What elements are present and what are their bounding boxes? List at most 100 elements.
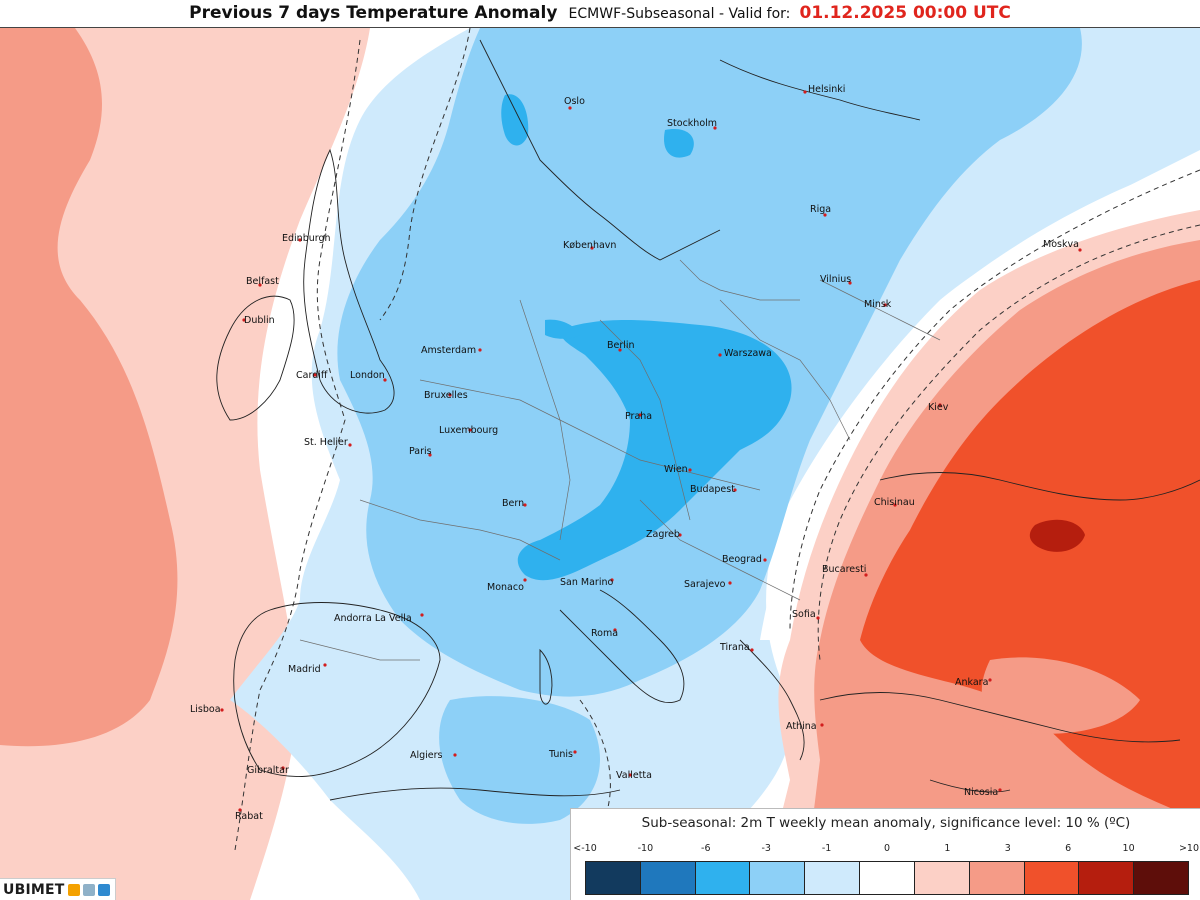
denmark-cold-spot	[545, 319, 580, 339]
svg-text:Cardiff: Cardiff	[296, 370, 328, 381]
city-madrid: Madrid	[288, 663, 327, 675]
city-luxembourg: Luxembourg	[439, 425, 498, 436]
city-budapest: Budapest	[690, 484, 737, 495]
legend-tick-label: <-10	[573, 843, 597, 854]
legend-tick-label: 6	[1065, 843, 1072, 854]
significance-contours	[234, 28, 1200, 851]
legend-tick-label: 10	[1122, 843, 1135, 854]
legend-swatch	[1134, 862, 1188, 894]
city-san-marino: San Marino	[560, 577, 614, 588]
city-minsk: Minsk	[864, 299, 892, 310]
city-oslo: Oslo	[564, 96, 585, 110]
city-lisboa: Lisboa	[190, 704, 224, 715]
svg-text:Sarajevo: Sarajevo	[684, 579, 726, 590]
city-vilnius: Vilnius	[820, 274, 852, 285]
cloud-icon	[82, 883, 95, 896]
svg-text:Minsk: Minsk	[864, 299, 892, 310]
valid-date: 01.12.2025 00:00 UTC	[799, 3, 1011, 23]
legend-tick-label: >10	[1178, 843, 1200, 854]
sun-icon	[67, 883, 80, 896]
legend-swatch	[1024, 862, 1080, 894]
city-warszawa: Warszawa	[718, 348, 772, 359]
svg-text:San Marino: San Marino	[560, 577, 613, 588]
city-valletta: Valletta	[616, 770, 652, 781]
city-london: London	[350, 370, 387, 382]
svg-text:London: London	[350, 370, 385, 381]
black-sea-hot-spot	[1029, 519, 1085, 552]
svg-text:Andorra La Vella: Andorra La Vella	[334, 613, 412, 624]
city-nicosia: Nicosia	[964, 787, 1002, 798]
city-moskva: Moskva	[1043, 239, 1082, 252]
svg-text:Lisboa: Lisboa	[190, 704, 221, 715]
map-title: Previous 7 days Temperature Anomaly	[189, 3, 558, 23]
city-kobenhavn: København	[563, 240, 616, 251]
legend-swatch	[969, 862, 1025, 894]
coastlines	[216, 39, 1200, 801]
baltic-cold-spot	[501, 94, 529, 146]
svg-text:Nicosia: Nicosia	[964, 787, 998, 798]
svg-text:Tirana: Tirana	[719, 642, 750, 653]
city-sofia: Sofia	[792, 609, 820, 620]
svg-text:Rabat: Rabat	[235, 811, 263, 822]
legend-swatch	[805, 862, 861, 894]
city-bruxelles: Bruxelles	[424, 390, 468, 401]
eastern-neutral-zone	[760, 160, 1200, 640]
svg-text:Monaco: Monaco	[487, 582, 524, 593]
svg-text:København: København	[563, 240, 616, 251]
legend-swatch	[1079, 862, 1135, 894]
svg-text:Warszawa: Warszawa	[724, 348, 772, 359]
color-legend: Sub-seasonal: 2m T weekly mean anomaly, …	[570, 808, 1200, 900]
city-roma: Roma	[591, 628, 618, 639]
svg-text:Oslo: Oslo	[564, 96, 585, 107]
svg-text:Bern: Bern	[502, 498, 524, 509]
city-belfast: Belfast	[246, 276, 279, 287]
city-amsterdam: Amsterdam	[421, 345, 482, 356]
svg-text:Praha: Praha	[625, 411, 652, 422]
turkey-moderate-patch	[981, 657, 1140, 734]
city-cardiff: Cardiff	[296, 370, 328, 381]
svg-text:Zagreb: Zagreb	[646, 529, 680, 540]
svg-text:Sofia: Sofia	[792, 609, 816, 620]
svg-text:Beograd: Beograd	[722, 554, 762, 565]
svg-text:Helsinki: Helsinki	[808, 84, 845, 95]
svg-text:Bucaresti: Bucaresti	[822, 564, 866, 575]
svg-text:Luxembourg: Luxembourg	[439, 425, 498, 436]
legend-tick-label: 0	[883, 843, 891, 854]
city-bern: Bern	[502, 498, 527, 509]
city-dublin: Dublin	[242, 315, 275, 326]
svg-text:Valletta: Valletta	[616, 770, 652, 781]
city-wien: Wien	[664, 464, 692, 475]
city-paris: Paris	[409, 446, 432, 457]
svg-text:Budapest: Budapest	[690, 484, 735, 495]
svg-text:Edinburgh: Edinburgh	[282, 233, 331, 244]
svg-text:Tunis: Tunis	[548, 749, 573, 760]
legend-tick-label: -10	[637, 843, 654, 854]
svg-text:Roma: Roma	[591, 628, 618, 639]
map-header: Previous 7 days Temperature Anomaly ECMW…	[0, 0, 1200, 28]
sweden-cold-spot	[664, 129, 694, 158]
svg-text:Bruxelles: Bruxelles	[424, 390, 468, 401]
city-algiers: Algiers	[410, 750, 457, 761]
svg-text:Gibraltar: Gibraltar	[247, 765, 289, 776]
ubimet-logo: UBIMET	[0, 878, 116, 900]
atlantic-strong-warm-zone	[0, 28, 178, 747]
city-kiev: Kiev	[928, 402, 949, 413]
legend-tick-label: -3	[761, 843, 771, 854]
legend-tick-label: 3	[1004, 843, 1011, 854]
city-rabat: Rabat	[235, 808, 263, 822]
svg-text:St. Helier: St. Helier	[304, 437, 348, 448]
drop-icon	[97, 883, 110, 896]
svg-text:Algiers: Algiers	[410, 750, 443, 761]
legend-tick-label: -6	[701, 843, 711, 854]
svg-text:Dublin: Dublin	[244, 315, 275, 326]
svg-text:Stockholm: Stockholm	[667, 118, 717, 129]
city-andorra: Andorra La Vella	[334, 613, 424, 624]
legend-swatch	[640, 862, 696, 894]
city-markers: Oslo Stockholm Helsinki Riga Moskva Edin…	[190, 84, 1082, 822]
city-ankara: Ankara	[955, 677, 992, 688]
city-tunis: Tunis	[548, 749, 577, 760]
city-st-helier: St. Helier	[304, 437, 352, 448]
city-tirana: Tirana	[719, 642, 754, 653]
legend-swatch	[695, 862, 751, 894]
city-beograd: Beograd	[722, 554, 767, 565]
